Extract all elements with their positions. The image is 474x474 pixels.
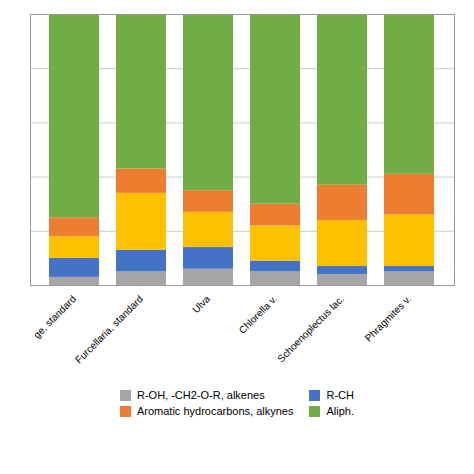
html-text:R-OH, -CH2-O-R, alkenes: R-OH, -CH2-O-R, alkenes xyxy=(137,389,265,401)
svg-text:Schoenoplectus lac.: Schoenoplectus lac. xyxy=(275,293,346,364)
svg-text:Furcellaria, standard: Furcellaria, standard xyxy=(73,293,145,365)
svg-text:Phragmites v.: Phragmites v. xyxy=(363,293,413,343)
svg-text:Ulva: Ulva xyxy=(190,293,212,315)
svg-text:ge, standard: ge, standard xyxy=(31,293,78,340)
html-text:Aliph.: Aliph. xyxy=(326,405,354,417)
html-text:R-CH: R-CH xyxy=(326,389,354,401)
html-text:Aromatic hydrocarbons, alkynes: Aromatic hydrocarbons, alkynes xyxy=(137,405,294,417)
svg-text:Chlorella v.: Chlorella v. xyxy=(237,293,280,336)
